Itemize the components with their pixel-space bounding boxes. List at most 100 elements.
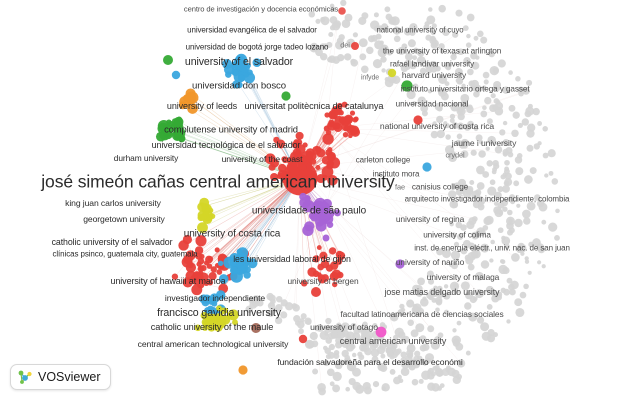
network-node[interactable] xyxy=(251,323,261,333)
network-node[interactable] xyxy=(450,261,459,270)
network-node[interactable] xyxy=(514,218,523,228)
network-node[interactable] xyxy=(438,43,445,50)
network-node[interactable] xyxy=(500,287,507,294)
network-node[interactable] xyxy=(341,339,350,348)
network-node[interactable] xyxy=(199,294,209,304)
network-node[interactable] xyxy=(197,222,208,234)
network-node[interactable] xyxy=(450,232,457,239)
network-node[interactable] xyxy=(443,284,449,289)
network-node[interactable] xyxy=(509,194,516,201)
network-node[interactable] xyxy=(436,129,445,139)
network-node[interactable] xyxy=(182,234,193,245)
network-node[interactable] xyxy=(217,260,224,266)
network-node[interactable] xyxy=(526,144,534,152)
network-node[interactable] xyxy=(357,351,363,357)
network-node[interactable] xyxy=(514,298,523,307)
network-node[interactable] xyxy=(389,368,396,375)
network-node[interactable] xyxy=(548,170,554,176)
network-node[interactable] xyxy=(379,342,387,350)
network-node[interactable] xyxy=(524,259,530,264)
network-node[interactable] xyxy=(229,260,237,268)
network-node[interactable] xyxy=(448,190,457,199)
network-node[interactable] xyxy=(197,202,207,212)
network-node[interactable] xyxy=(435,368,444,377)
network-node[interactable] xyxy=(452,328,457,333)
network-node[interactable] xyxy=(395,259,405,269)
network-node[interactable] xyxy=(449,118,455,124)
network-node[interactable] xyxy=(198,272,209,283)
network-node[interactable] xyxy=(299,197,311,209)
network-node[interactable] xyxy=(328,31,334,38)
network-node[interactable] xyxy=(484,96,492,105)
network-node[interactable] xyxy=(426,15,436,25)
network-node[interactable] xyxy=(331,269,342,280)
network-node[interactable] xyxy=(380,44,386,50)
network-node[interactable] xyxy=(508,218,513,224)
network-node[interactable] xyxy=(510,199,516,205)
network-node[interactable] xyxy=(200,311,209,320)
network-node[interactable] xyxy=(362,321,368,328)
network-node[interactable] xyxy=(372,59,383,69)
network-node[interactable] xyxy=(488,50,495,58)
network-node[interactable] xyxy=(375,326,387,338)
network-node[interactable] xyxy=(340,0,347,7)
network-node[interactable] xyxy=(280,299,288,307)
network-node[interactable] xyxy=(457,233,464,240)
network-node[interactable] xyxy=(456,320,462,326)
network-node[interactable] xyxy=(494,191,502,200)
network-node[interactable] xyxy=(409,23,418,32)
network-node[interactable] xyxy=(527,123,536,132)
network-node[interactable] xyxy=(457,48,464,56)
network-node[interactable] xyxy=(485,285,494,294)
network-node[interactable] xyxy=(321,166,334,178)
network-node[interactable] xyxy=(274,316,283,325)
network-node[interactable] xyxy=(455,221,463,229)
network-node[interactable] xyxy=(433,285,438,291)
network-node[interactable] xyxy=(305,148,315,158)
network-node[interactable] xyxy=(286,162,298,173)
network-node[interactable] xyxy=(494,101,504,111)
network-node[interactable] xyxy=(547,149,556,158)
network-node[interactable] xyxy=(267,302,276,310)
network-node[interactable] xyxy=(338,359,345,366)
network-node[interactable] xyxy=(476,165,485,175)
network-node[interactable] xyxy=(281,91,291,101)
network-node[interactable] xyxy=(475,271,484,281)
network-node[interactable] xyxy=(171,129,183,141)
network-node[interactable] xyxy=(443,309,450,316)
network-node[interactable] xyxy=(502,206,508,212)
network-node[interactable] xyxy=(329,261,339,270)
network-node[interactable] xyxy=(322,234,330,242)
network-node[interactable] xyxy=(456,186,464,194)
network-node[interactable] xyxy=(432,121,437,126)
network-node[interactable] xyxy=(415,48,422,55)
network-node[interactable] xyxy=(401,80,413,92)
network-node[interactable] xyxy=(441,368,450,377)
network-node[interactable] xyxy=(238,365,248,375)
network-node[interactable] xyxy=(508,227,515,234)
network-node[interactable] xyxy=(375,33,382,40)
network-node[interactable] xyxy=(480,322,490,332)
network-node[interactable] xyxy=(300,313,307,320)
network-node[interactable] xyxy=(517,122,523,128)
network-node[interactable] xyxy=(508,70,513,75)
network-node[interactable] xyxy=(542,152,549,159)
network-node[interactable] xyxy=(427,278,435,285)
network-node[interactable] xyxy=(351,352,357,358)
network-node[interactable] xyxy=(406,299,415,308)
network-node[interactable] xyxy=(420,358,426,364)
network-node[interactable] xyxy=(480,260,490,269)
network-node[interactable] xyxy=(176,116,183,123)
network-node[interactable] xyxy=(311,287,321,297)
network-node[interactable] xyxy=(369,343,377,351)
network-node[interactable] xyxy=(526,201,536,211)
network-node[interactable] xyxy=(476,182,485,190)
network-node[interactable] xyxy=(415,323,425,333)
network-node[interactable] xyxy=(534,194,541,201)
network-node[interactable] xyxy=(361,65,369,74)
network-node[interactable] xyxy=(382,27,388,33)
network-node[interactable] xyxy=(171,273,179,280)
network-node[interactable] xyxy=(430,340,440,350)
network-node[interactable] xyxy=(187,103,198,114)
network-node[interactable] xyxy=(511,253,520,262)
